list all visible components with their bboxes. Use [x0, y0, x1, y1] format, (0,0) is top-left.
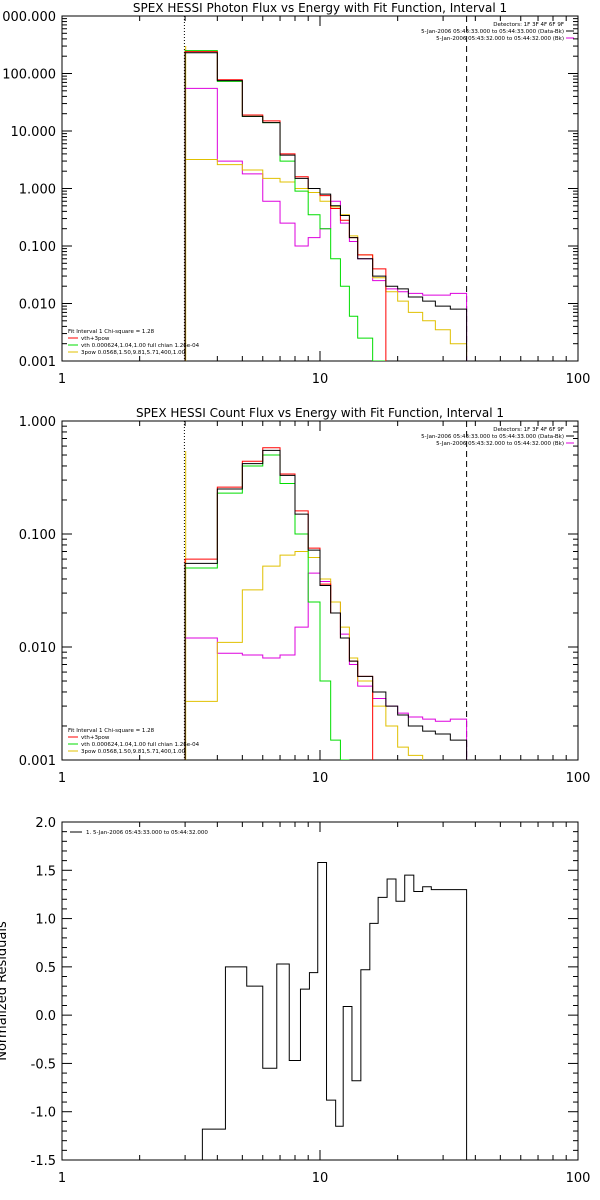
- x-tick-label: 1: [58, 1171, 66, 1186]
- legend-fit-info: Fit Interval 1 Chi-square = 1.28: [68, 329, 155, 335]
- x-tick-label: 100: [566, 771, 591, 786]
- series-data-line: [184, 449, 468, 760]
- series-group: [184, 50, 468, 361]
- y-tick-label: 1.000: [19, 415, 56, 430]
- series-group: [184, 447, 468, 760]
- header-line: 5-Jan-2006 05:43:33.000 to 05:44:33.000 …: [421, 434, 564, 440]
- y-tick-label: 0.5: [35, 961, 56, 976]
- y-axis: 0.001 0.010 0.100 1.000 10.000 100.000 000.000: [2, 10, 578, 370]
- y-tick-label: -0.5: [31, 1057, 56, 1072]
- x-axis: 1 10 100: [58, 16, 591, 387]
- x-tick-label: 1: [58, 771, 66, 786]
- y-tick-label: 0.010: [19, 641, 56, 656]
- y-tick-label: 10.000: [11, 125, 57, 140]
- legend-entry: 3pow 0.0568,1.50,9.81,5.71,400,1.00: [81, 749, 186, 755]
- series-thermal-line: [184, 454, 350, 760]
- series-data-line: [184, 52, 468, 361]
- legend-entry: 1. 5-Jan-2006 05:43:33.000 to 05:44:32.0…: [86, 830, 208, 836]
- header-line: 5-Jan-2006 05:43:33.000 to 05:44:33.000 …: [421, 29, 564, 35]
- y-tick-label: -1.0: [31, 1106, 56, 1121]
- chart-panel-1: SPEX HESSI Photon Flux vs Energy with Fi…: [2, 1, 590, 387]
- y-axis-label: Normalized Residuals: [0, 921, 10, 1061]
- y-tick-label: 1.000: [19, 183, 56, 198]
- y-tick-label: 0.100: [19, 240, 56, 255]
- legend-fit-info: Fit Interval 1 Chi-square = 1.28: [68, 728, 155, 734]
- y-tick-label: 2.0: [35, 816, 56, 831]
- series-powerlaw-line: [184, 158, 468, 361]
- y-tick-label: 0.0: [35, 1009, 56, 1024]
- y-tick-label: 0.001: [19, 754, 56, 769]
- header-line: 5-Jan-2006 05:43:32.000 to 05:44:32.000 …: [436, 441, 564, 447]
- legend-entry: vth+3pow: [81, 735, 110, 741]
- chart-title: SPEX HESSI Photon Flux vs Energy with Fi…: [133, 1, 507, 15]
- x-tick-label: 100: [566, 372, 591, 387]
- legend-entry: 3pow 0.0568,1.50,9.81,5.71,400,1.00: [81, 350, 186, 356]
- series-thermal-line: [184, 50, 386, 361]
- series-data-line: [185, 862, 468, 1160]
- plot-frame: [61, 420, 579, 761]
- y-tick-label: 0.010: [19, 298, 56, 313]
- header-line: Detectors: 1F 3F 4F 6F 9F: [493, 22, 564, 28]
- x-tick-label: 10: [312, 771, 329, 786]
- chart-title: SPEX HESSI Count Flux vs Energy with Fit…: [136, 406, 504, 420]
- legend-entry: vth 0.000624,1.04,1.00 full chian 1.26e-…: [81, 343, 200, 349]
- chart-panel-2: SPEX HESSI Count Flux vs Energy with Fit…: [19, 406, 591, 786]
- y-tick-label: 000.000: [2, 10, 56, 25]
- header-line: Detectors: 1F 3F 4F 6F 9F: [493, 427, 564, 433]
- y-axis: 0.001 0.010 0.100 1.000: [19, 415, 578, 769]
- x-tick-label: 10: [312, 1171, 329, 1186]
- plot-frame: [61, 821, 579, 1161]
- x-tick-label: 100: [566, 1171, 591, 1186]
- x-axis: 1 10 100: [58, 822, 591, 1186]
- series-powerlaw-line: [184, 551, 424, 760]
- y-tick-label: -1.5: [31, 1154, 56, 1169]
- header-line: 5-Jan-2006 05:43:32.000 to 05:44:32.000 …: [436, 36, 564, 42]
- series-background-line: [184, 87, 468, 361]
- legend-entry: vth 0.000624,1.04,1.00 full chian 1.26e-…: [81, 742, 200, 748]
- y-axis: -1.5 -1.0 -0.5 0.0 0.5 1.0 1.5 2.0: [31, 816, 578, 1169]
- x-tick-label: 1: [58, 372, 66, 387]
- chart-panel-3: Normalized Residuals 1 10 100 -1.5 -1.0 -0.5 0.…: [0, 816, 590, 1186]
- series-group: [185, 862, 468, 1160]
- legend-entry: vth+3pow: [81, 336, 110, 342]
- series-total-line: [184, 51, 387, 361]
- y-tick-label: 0.100: [19, 528, 56, 543]
- y-tick-label: 100.000: [2, 68, 56, 83]
- y-tick-label: 1.5: [35, 864, 56, 879]
- x-axis: 1 10 100: [58, 421, 591, 786]
- y-tick-label: 1.0: [35, 913, 56, 928]
- y-tick-label: 0.001: [19, 355, 56, 370]
- x-tick-label: 10: [312, 372, 329, 387]
- series-background-line: [184, 572, 468, 760]
- series-total-line: [184, 447, 374, 760]
